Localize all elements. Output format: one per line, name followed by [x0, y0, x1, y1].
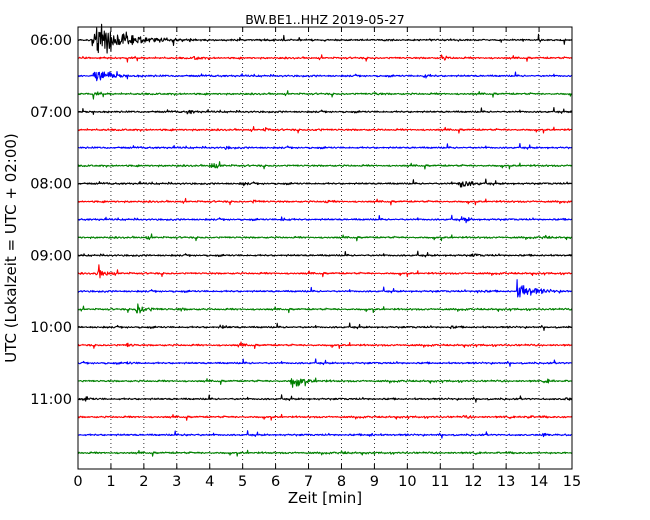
- trace-row-09:30: [77, 279, 573, 298]
- trace-row-11:00: [77, 394, 573, 403]
- trace-row-11:30: [77, 430, 573, 439]
- trace-row-08:30: [77, 214, 573, 224]
- trace-row-10:30: [77, 358, 573, 367]
- trace-row-06:15: [77, 54, 573, 63]
- y-tick-label: 08:00: [30, 177, 72, 193]
- grid-layer: [110, 27, 540, 469]
- x-tick-label: 4: [205, 474, 214, 490]
- trace-row-06:00: [77, 23, 573, 54]
- trace-row-08:15: [77, 197, 573, 206]
- plot-frame: [77, 26, 573, 470]
- x-tick-label: 8: [337, 474, 346, 490]
- trace-row-08:00: [77, 178, 573, 188]
- trace-row-07:45: [77, 161, 573, 170]
- y-tick-label: 11:00: [30, 392, 72, 408]
- x-tick-label: 10: [398, 474, 416, 490]
- trace-row-09:15: [77, 264, 573, 279]
- x-tick-label: 11: [431, 474, 449, 490]
- x-tick-label: 12: [464, 474, 482, 490]
- trace-row-07:00: [77, 107, 573, 115]
- x-axis-title: Zeit [min]: [288, 489, 362, 507]
- x-tick-label: 15: [563, 474, 581, 490]
- trace-row-07:15: [77, 126, 573, 134]
- chart-title: BW.BE1..HHZ 2019-05-27: [245, 12, 404, 27]
- tick-layer: 0 1 2 3 4 5 6 7 8 9 10 11 12 13 14 1506:0007:0008:0009:…: [30, 27, 581, 490]
- y-tick-label: 09:00: [30, 248, 72, 264]
- x-tick-label: 9: [370, 474, 379, 490]
- trace-row-06:45: [77, 90, 573, 100]
- trace-row-09:00: [77, 250, 573, 258]
- x-tick-label: 13: [497, 474, 515, 490]
- y-tick-label: 06:00: [30, 33, 72, 49]
- trace-row-10:00: [77, 322, 573, 331]
- x-tick-label: 5: [238, 474, 247, 490]
- x-tick-label: 14: [530, 474, 548, 490]
- x-tick-label: 2: [139, 474, 148, 490]
- trace-row-06:30: [77, 70, 573, 82]
- y-tick-label: 10:00: [30, 320, 72, 336]
- y-tick-label: 07:00: [30, 105, 72, 121]
- x-tick-label: 0: [73, 474, 82, 490]
- trace-row-08:45: [77, 233, 573, 242]
- trace-row-09:45: [77, 303, 573, 314]
- x-tick-label: 3: [172, 474, 181, 490]
- x-tick-label: 6: [271, 474, 280, 490]
- x-tick-label: 1: [106, 474, 115, 490]
- trace-row-11:45: [77, 449, 573, 457]
- trace-row-10:45: [77, 377, 573, 388]
- x-tick-label: 7: [304, 474, 313, 490]
- y-axis-title: UTC (Lokalzeit = UTC + 02:00): [2, 133, 20, 363]
- trace-row-10:15: [77, 341, 573, 350]
- trace-row-07:30: [77, 142, 573, 150]
- trace-row-11:15: [77, 413, 573, 421]
- trace-layer: [77, 23, 573, 457]
